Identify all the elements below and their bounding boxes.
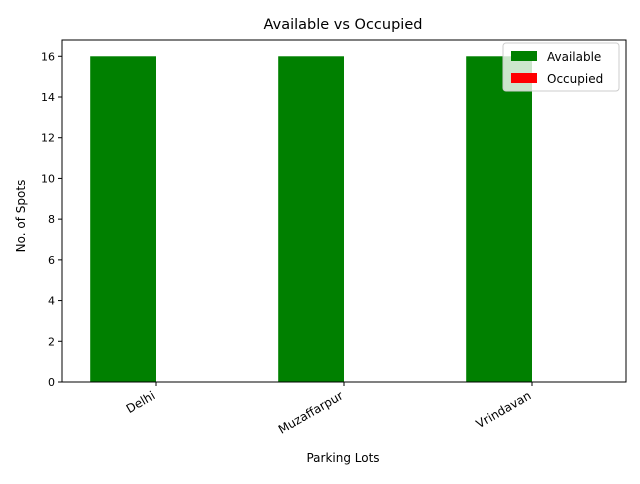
legend-swatch-occupied — [511, 73, 537, 83]
y-tick-label: 4 — [48, 295, 55, 308]
y-tick-label: 12 — [41, 132, 55, 145]
y-tick-label: 2 — [48, 335, 55, 348]
y-tick-label: 6 — [48, 254, 55, 267]
bar-available-delhi — [90, 56, 156, 383]
legend-label-occupied: Occupied — [547, 72, 603, 86]
legend-swatch-available — [511, 51, 537, 61]
x-axis-label: Parking Lots — [306, 451, 379, 465]
y-tick-label: 10 — [41, 172, 55, 185]
y-tick-label: 0 — [48, 376, 55, 389]
x-tick-label-muzaffarpur: Muzaffarpur — [276, 388, 346, 436]
bars-layer — [90, 56, 532, 383]
y-tick-label: 8 — [48, 213, 55, 226]
y-tick-label: 16 — [41, 50, 55, 63]
bar-available-muzaffarpur — [278, 56, 344, 383]
bar-available-vrindavan — [466, 56, 532, 383]
legend: Available Occupied — [502, 42, 620, 92]
x-tick-label-vrindavan: Vrindavan — [474, 388, 534, 431]
x-tick-label-delhi: Delhi — [124, 388, 158, 416]
legend-label-available: Available — [547, 50, 601, 64]
y-tick-label: 14 — [41, 91, 55, 104]
y-axis-label: No. of Spots — [14, 180, 28, 253]
chart-title: Available vs Occupied — [264, 17, 423, 33]
